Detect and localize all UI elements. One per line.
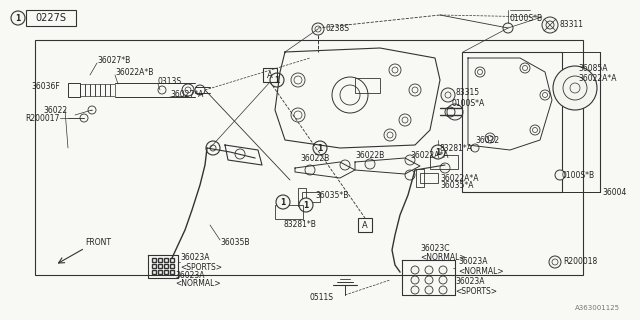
Bar xyxy=(275,205,303,219)
Circle shape xyxy=(471,144,479,152)
Text: A363001125: A363001125 xyxy=(575,305,620,311)
Text: FRONT: FRONT xyxy=(85,237,111,246)
Circle shape xyxy=(312,23,324,35)
Text: <NORMAL>: <NORMAL> xyxy=(175,279,221,289)
Bar xyxy=(420,173,438,183)
Text: 36035*A: 36035*A xyxy=(440,180,474,189)
Text: 1: 1 xyxy=(303,201,308,210)
Text: 0511S: 0511S xyxy=(310,292,334,301)
Circle shape xyxy=(503,23,513,33)
Text: 36035*B: 36035*B xyxy=(315,190,348,199)
Circle shape xyxy=(11,11,25,25)
Bar xyxy=(416,169,424,187)
Bar xyxy=(263,68,277,82)
Circle shape xyxy=(365,159,375,169)
Circle shape xyxy=(411,276,419,284)
Text: 1: 1 xyxy=(275,76,280,84)
Text: 36023A: 36023A xyxy=(458,258,488,267)
Text: 0227S: 0227S xyxy=(35,13,67,23)
Bar xyxy=(35,40,583,275)
Text: 1: 1 xyxy=(317,143,323,153)
Bar xyxy=(358,218,372,232)
Text: 36027*A: 36027*A xyxy=(170,90,204,99)
Circle shape xyxy=(305,165,315,175)
Circle shape xyxy=(411,286,419,294)
Circle shape xyxy=(439,266,447,274)
Text: 83315: 83315 xyxy=(455,87,479,97)
Text: <SPORTS>: <SPORTS> xyxy=(180,263,222,273)
Bar xyxy=(462,52,562,192)
Text: <NORMAL>: <NORMAL> xyxy=(458,268,504,276)
Bar xyxy=(355,78,380,93)
Circle shape xyxy=(270,73,284,87)
Text: 36035B: 36035B xyxy=(220,237,250,246)
Circle shape xyxy=(439,286,447,294)
Text: 36023C: 36023C xyxy=(420,244,449,252)
Circle shape xyxy=(431,145,445,159)
Circle shape xyxy=(439,276,447,284)
Circle shape xyxy=(405,155,415,165)
Text: 36036F: 36036F xyxy=(31,82,60,91)
Text: 36022B: 36022B xyxy=(300,154,329,163)
Text: 83281*B: 83281*B xyxy=(283,220,316,228)
Circle shape xyxy=(425,286,433,294)
Text: A: A xyxy=(267,70,273,79)
Circle shape xyxy=(440,163,450,173)
Bar xyxy=(26,10,76,26)
Text: R200017: R200017 xyxy=(26,114,60,123)
Text: 36004: 36004 xyxy=(602,188,627,196)
Text: 36023A: 36023A xyxy=(180,253,209,262)
Text: 83311: 83311 xyxy=(560,20,584,28)
Text: 0100S*A: 0100S*A xyxy=(452,99,485,108)
Text: 36027*B: 36027*B xyxy=(97,55,131,65)
Text: 36022B: 36022B xyxy=(355,150,384,159)
Text: 1: 1 xyxy=(15,13,20,22)
Text: 0100S*B: 0100S*B xyxy=(510,13,543,22)
Bar xyxy=(298,188,306,206)
Text: 0238S: 0238S xyxy=(325,23,349,33)
Text: 83281*A: 83281*A xyxy=(440,143,473,153)
Text: 0313S: 0313S xyxy=(158,76,182,85)
Bar xyxy=(68,83,80,97)
Circle shape xyxy=(340,160,350,170)
Circle shape xyxy=(276,195,290,209)
Circle shape xyxy=(313,141,327,155)
Circle shape xyxy=(411,266,419,274)
Bar xyxy=(95,84,100,96)
Text: 36022: 36022 xyxy=(44,106,68,115)
Text: 1: 1 xyxy=(280,197,285,206)
Circle shape xyxy=(553,66,597,110)
Circle shape xyxy=(299,198,313,212)
Circle shape xyxy=(425,276,433,284)
Text: 0100S*B: 0100S*B xyxy=(562,171,595,180)
Bar xyxy=(105,84,110,96)
Circle shape xyxy=(555,170,565,180)
Text: A: A xyxy=(362,220,368,229)
Text: 1: 1 xyxy=(435,148,440,156)
Text: 36022: 36022 xyxy=(475,135,499,145)
Circle shape xyxy=(425,266,433,274)
Bar xyxy=(430,155,458,169)
Circle shape xyxy=(542,17,558,33)
Bar xyxy=(90,84,95,96)
Bar xyxy=(110,84,115,96)
Text: 36022A*A: 36022A*A xyxy=(410,150,449,159)
Text: 36022A*A: 36022A*A xyxy=(578,74,616,83)
Bar xyxy=(80,84,85,96)
Bar xyxy=(85,84,90,96)
Text: 36023A: 36023A xyxy=(455,277,484,286)
Circle shape xyxy=(441,88,455,102)
Text: 36085A: 36085A xyxy=(578,63,607,73)
Text: <NORMAL>: <NORMAL> xyxy=(420,252,466,261)
Text: 36023A: 36023A xyxy=(175,271,205,281)
Bar xyxy=(302,192,320,202)
Bar xyxy=(100,84,105,96)
Text: <SPORTS>: <SPORTS> xyxy=(455,287,497,297)
Text: R200018: R200018 xyxy=(563,258,597,267)
Text: 36022A*B: 36022A*B xyxy=(115,68,154,76)
Circle shape xyxy=(549,256,561,268)
Text: 36022A*A: 36022A*A xyxy=(440,173,479,182)
